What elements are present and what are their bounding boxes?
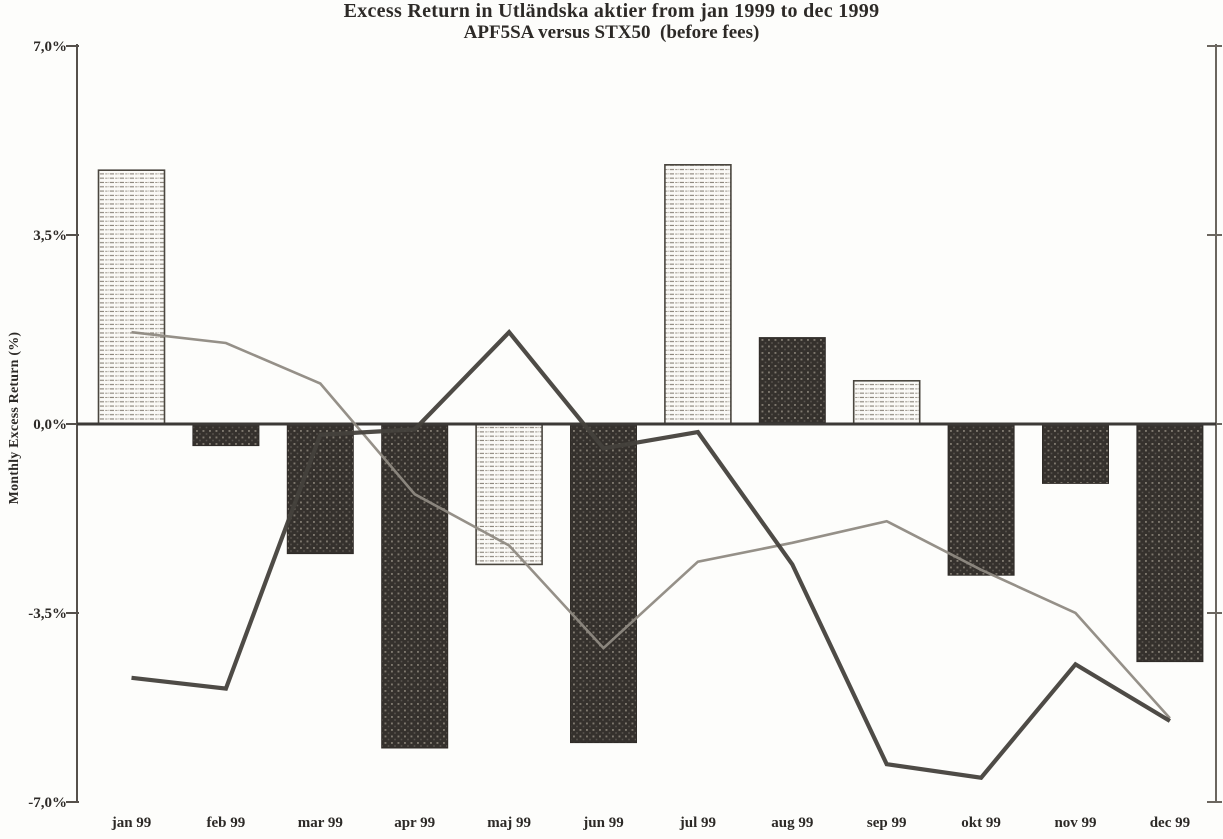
chart-title: Excess Return in Utländska aktier from j… — [0, 1, 1223, 42]
x-label-okt-99: okt 99 — [961, 815, 1001, 831]
bar-feb-99 — [192, 423, 260, 447]
x-label-apr-99: apr 99 — [394, 815, 435, 831]
bar-dec-99 — [1136, 423, 1204, 663]
bar-apr-99 — [381, 423, 449, 749]
x-label-jul-99: jul 99 — [679, 815, 716, 831]
x-label-aug-99: aug 99 — [771, 815, 813, 831]
x-label-jan-99: jan 99 — [111, 815, 152, 831]
x-label-nov-99: nov 99 — [1054, 815, 1096, 831]
chart-title-line1: Excess Return in Utländska aktier from j… — [343, 0, 880, 22]
axis-labels-group: 7,0% 3,5% 0,0% -3,5% -7,0% jan 99 feb 99 mar 99… — [28, 39, 1190, 831]
y-tick-label-00: 0,0% — [33, 417, 67, 433]
bars-group — [97, 164, 1204, 749]
bar-nov-99 — [1042, 423, 1109, 484]
bar-aug-99 — [758, 337, 826, 425]
x-label-sep-99: sep 99 — [867, 815, 907, 831]
y-tick-label--35: -3,5% — [28, 606, 67, 622]
gray-line — [131, 330, 1171, 720]
lines-group — [77, 329, 1216, 780]
chart-title-line2: APF5SA versus STX50 (before fees) — [463, 22, 760, 43]
bar-okt-99 — [947, 423, 1015, 576]
bar-jan-99 — [97, 169, 166, 425]
bar-jun-99 — [570, 423, 637, 744]
y-tick-label--70: -7,0% — [28, 795, 67, 811]
bar-mar-99 — [286, 423, 354, 555]
x-label-mar-99: mar 99 — [298, 815, 343, 831]
bar-sep-99 — [852, 379, 921, 425]
x-label-jun-99: jun 99 — [582, 815, 623, 831]
x-label-dec-99: dec 99 — [1150, 815, 1190, 831]
bar-jul-99 — [664, 164, 732, 425]
y-tick-label-70: 7,0% — [33, 39, 67, 55]
x-label-maj-99: maj 99 — [487, 815, 531, 831]
x-label-feb-99: feb 99 — [207, 815, 246, 831]
y-tick-label-35: 3,5% — [33, 228, 67, 244]
dark-line — [131, 329, 1171, 780]
bar-maj-99 — [475, 423, 543, 566]
